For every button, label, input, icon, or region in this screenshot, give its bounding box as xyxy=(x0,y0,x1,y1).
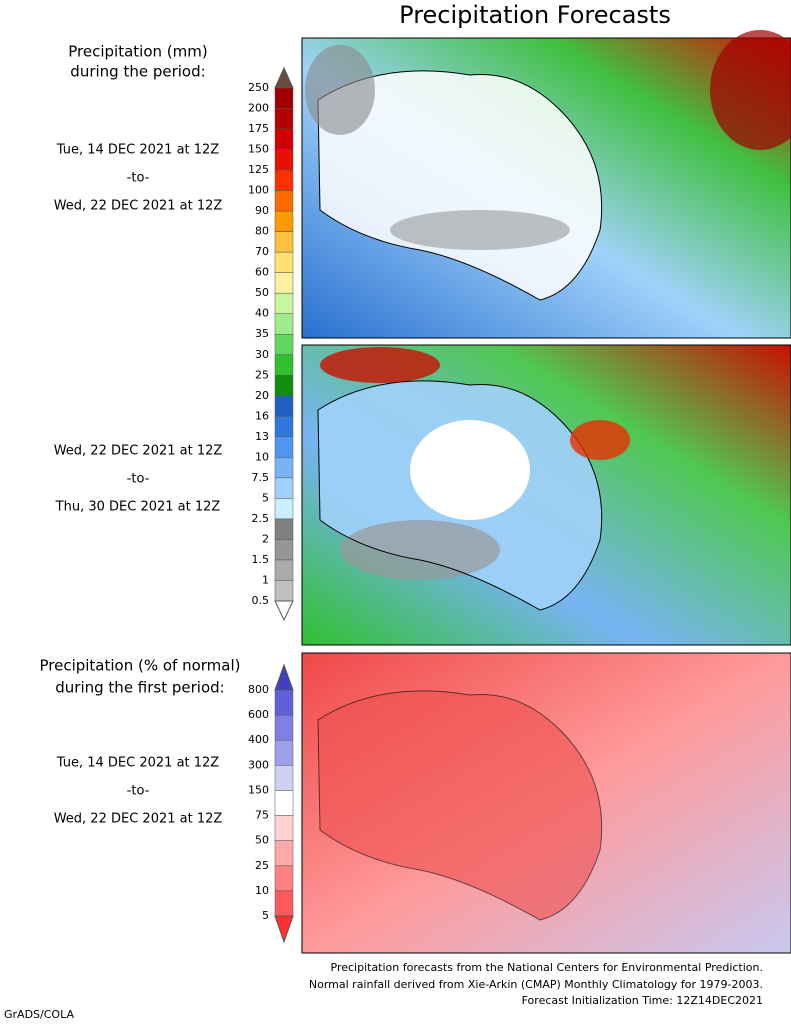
colorbar-swatch xyxy=(274,251,294,273)
heading-line: during the first period: xyxy=(55,679,224,697)
period-separator: -to- xyxy=(127,171,150,186)
colorbar-label: 25 xyxy=(255,368,269,381)
colorbar-label: 175 xyxy=(248,122,269,135)
footer-line: Precipitation forecasts from the Nationa… xyxy=(331,961,764,974)
colorbar-label: 80 xyxy=(255,225,269,238)
footer-line: Forecast Initialization Time: 12Z14DEC20… xyxy=(522,994,763,1007)
colorbar-swatch xyxy=(274,765,294,791)
colorbar-triangle xyxy=(274,600,294,622)
colorbar-swatch xyxy=(274,149,294,171)
colorbar-swatch xyxy=(274,815,294,841)
colorbar-swatch xyxy=(274,395,294,417)
pct-legend-heading: Precipitation (% of normal) during the f… xyxy=(39,657,240,697)
period-end: Wed, 22 DEC 2021 at 12Z xyxy=(54,812,223,827)
colorbar-label: 250 xyxy=(248,81,269,94)
colorbar-label: 1 xyxy=(262,573,269,586)
colorbar-swatch xyxy=(274,539,294,561)
colorbar-swatch xyxy=(274,128,294,150)
colorbar-swatch xyxy=(274,272,294,294)
colorbar-swatch xyxy=(274,689,294,716)
colorbar-label: 25 xyxy=(255,859,269,872)
colorbar-label: 70 xyxy=(255,245,269,258)
colorbar-label: 5 xyxy=(262,491,269,504)
period-start: Tue, 14 DEC 2021 at 12Z xyxy=(56,143,220,158)
colorbar-swatch xyxy=(274,457,294,479)
colorbar-label: 60 xyxy=(255,266,269,279)
colorbar-label: 800 xyxy=(248,683,269,696)
colorbar-label: 7.5 xyxy=(252,471,270,484)
colorbar-swatch xyxy=(274,739,294,766)
colorbar-label: 400 xyxy=(248,733,269,746)
colorbar-swatch xyxy=(274,210,294,232)
colorbar-swatch xyxy=(274,333,294,356)
colorbar-swatch xyxy=(274,714,294,741)
period-end: Thu, 30 DEC 2021 at 12Z xyxy=(55,500,221,515)
colorbar-swatch xyxy=(274,518,294,540)
colorbar-swatch xyxy=(274,865,294,892)
period-start: Tue, 14 DEC 2021 at 12Z xyxy=(56,756,220,771)
mm-legend-heading: Precipitation (mm) during the period: xyxy=(68,43,207,81)
colorbar-swatch xyxy=(274,559,294,581)
colorbar-swatch xyxy=(274,840,294,867)
heading-line: Precipitation (% of normal) xyxy=(39,657,240,675)
colorbar-label: 600 xyxy=(248,708,269,721)
colorbar-label: 300 xyxy=(248,758,269,771)
title: Precipitation Forecasts xyxy=(399,1,671,29)
heading-line: Precipitation (mm) xyxy=(68,43,207,61)
colorbar-swatch xyxy=(274,108,294,130)
colorbar-swatch xyxy=(274,416,294,438)
colorbar-label: 200 xyxy=(248,102,269,115)
colorbar-label: 50 xyxy=(255,286,269,299)
map-1 xyxy=(301,30,791,339)
map-2 xyxy=(301,344,791,646)
colorbar-label: 75 xyxy=(255,809,269,822)
colorbar-swatch xyxy=(274,87,294,109)
footer-line: Normal rainfall derived from Xie-Arkin (… xyxy=(309,978,763,991)
colorbar-swatch xyxy=(274,231,294,253)
colorbar-label: 2.5 xyxy=(252,512,270,525)
colorbar-label: 150 xyxy=(248,143,269,156)
colorbar-swatch xyxy=(274,292,294,314)
colorbar-swatch xyxy=(274,375,294,397)
credit: GrADS/COLA xyxy=(4,1008,74,1021)
colorbar-label: 100 xyxy=(248,184,269,197)
period-separator: -to- xyxy=(127,472,150,487)
map-3 xyxy=(301,652,791,954)
colorbar-label: 13 xyxy=(255,430,269,443)
colorbar-label: 90 xyxy=(255,204,269,217)
colorbar-label: 125 xyxy=(248,163,269,176)
colorbar-label: 2 xyxy=(262,532,269,545)
colorbar-label: 40 xyxy=(255,307,269,320)
colorbar-swatch xyxy=(274,354,294,376)
colorbar-label: 20 xyxy=(255,389,269,402)
colorbar-triangle xyxy=(274,66,294,89)
colorbar-label: 30 xyxy=(255,348,269,361)
colorbar-swatch xyxy=(274,313,294,335)
colorbar-swatch xyxy=(274,477,294,499)
colorbar-swatch xyxy=(274,169,294,191)
colorbar-label: 0.5 xyxy=(252,594,270,607)
colorbar-swatch xyxy=(274,790,294,816)
colorbar-label: 10 xyxy=(255,450,269,463)
colorbar-swatch xyxy=(274,890,294,917)
colorbar-swatch xyxy=(274,436,294,458)
colorbar-label: 35 xyxy=(255,327,269,340)
period-separator: -to- xyxy=(127,784,150,799)
colorbar-label: 5 xyxy=(262,909,269,922)
colorbar-label: 150 xyxy=(248,783,269,796)
period-start: Wed, 22 DEC 2021 at 12Z xyxy=(54,444,223,459)
colorbar-label: 16 xyxy=(255,409,269,422)
colorbar-label: 1.5 xyxy=(252,553,270,566)
heading-line: during the period: xyxy=(70,63,205,81)
colorbar-triangle xyxy=(274,915,294,944)
colorbar-label: 10 xyxy=(255,884,269,897)
colorbar-swatch xyxy=(274,498,294,520)
colorbar-label: 50 xyxy=(255,834,269,847)
colorbar-swatch xyxy=(274,190,294,212)
period-end: Wed, 22 DEC 2021 at 12Z xyxy=(54,199,223,214)
colorbar-swatch xyxy=(274,580,294,602)
colorbar-triangle xyxy=(274,663,294,691)
